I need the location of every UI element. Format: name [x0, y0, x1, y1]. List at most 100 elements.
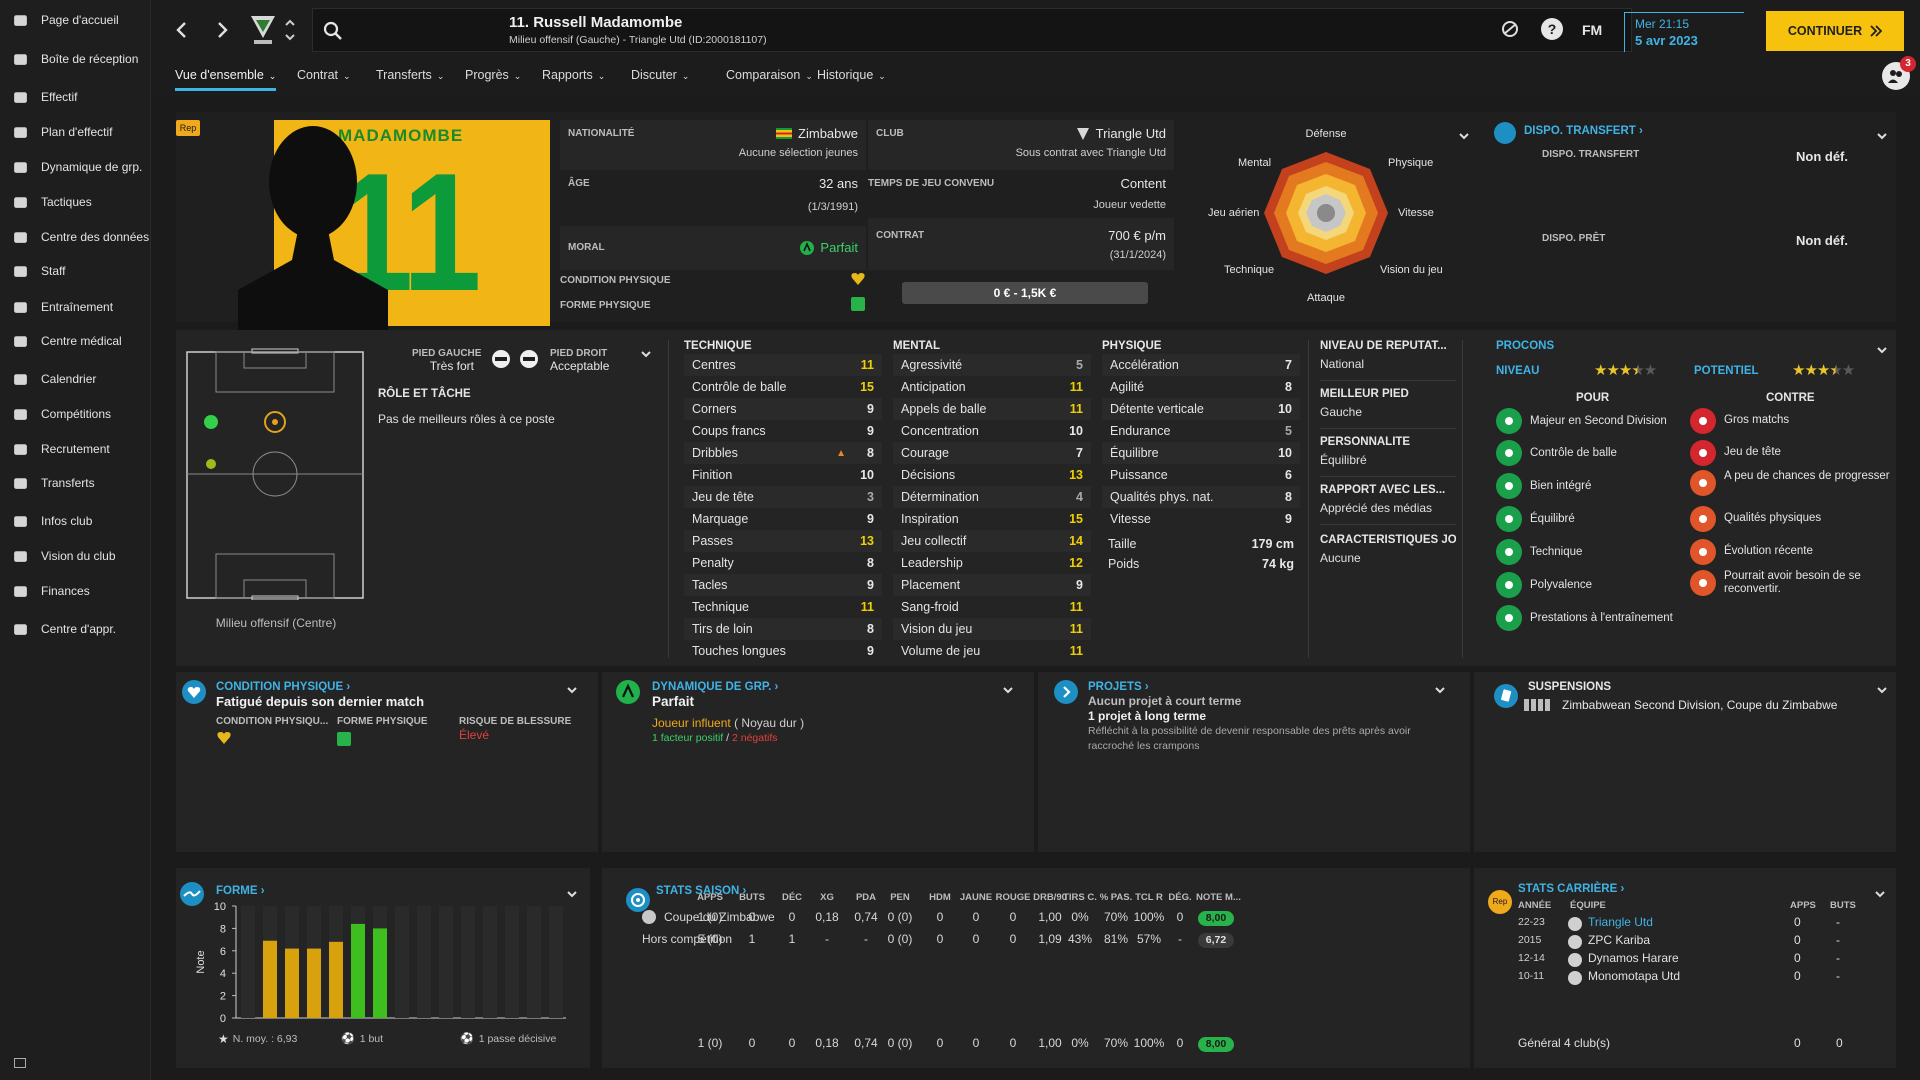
- tab-4[interactable]: Rapports ⌄: [542, 68, 605, 88]
- attribute-value: 9: [867, 644, 874, 658]
- pro-icon: [1496, 408, 1522, 434]
- sidebar-item-transfers[interactable]: Transferts: [0, 468, 151, 498]
- transfer-status-link[interactable]: DISPO. TRANSFERT ›: [1524, 125, 1643, 137]
- pros-label: POUR: [1576, 392, 1610, 404]
- help-icon[interactable]: ?: [1541, 18, 1563, 40]
- sidebar-item-tactics[interactable]: Tactiques: [0, 187, 151, 217]
- form-link[interactable]: FORME ›: [216, 885, 265, 897]
- career-team[interactable]: Triangle Utd: [1588, 915, 1653, 929]
- con-icon: [1690, 470, 1716, 496]
- chevron-down-icon[interactable]: [566, 888, 578, 900]
- career-apps: 0: [1794, 933, 1801, 947]
- info-label: MEILLEUR PIED: [1320, 388, 1409, 400]
- sidebar-item-staff[interactable]: Staff: [0, 256, 151, 286]
- fm-game-menu-button[interactable]: [1499, 18, 1521, 40]
- tab-7[interactable]: Historique ⌄: [817, 68, 886, 88]
- sidebar-item-club-info[interactable]: Infos club: [0, 506, 151, 536]
- chevron-down-icon[interactable]: [566, 684, 578, 696]
- tab-2[interactable]: Transferts ⌄: [376, 68, 444, 88]
- form-bar[interactable]: [329, 941, 343, 1018]
- sidebar-item-squad-plan[interactable]: Plan d'effectif: [0, 117, 151, 147]
- y-tick-label: 4: [220, 968, 226, 980]
- sidebar-item-label: Page d'accueil: [41, 13, 119, 27]
- chevron-down-icon[interactable]: [1434, 684, 1446, 696]
- attribute-value: 12: [1069, 556, 1083, 570]
- sidebar-item-home[interactable]: Page d'accueil: [0, 5, 151, 35]
- double-chevron-icon: [1870, 25, 1883, 37]
- attribute-row: Tirs de loin 8: [684, 618, 882, 640]
- form-bar[interactable]: [307, 948, 321, 1018]
- sidebar: Page d'accueil Boîte de réception Effectif…: [0, 0, 151, 1080]
- attribute-row: Corners 9: [684, 398, 882, 420]
- left-foot-value: Très fort: [429, 359, 474, 373]
- season-col-header: DÉC: [781, 892, 803, 903]
- radar-label: Jeu aérien: [1208, 207, 1260, 219]
- forward-button[interactable]: [214, 20, 230, 40]
- sidebar-item-dev-centre[interactable]: Centre d'appr.: [0, 614, 151, 644]
- sidebar-item-training[interactable]: Entraînement: [0, 292, 151, 322]
- career-stats-link[interactable]: STATS CARRIÈRE ›: [1518, 883, 1625, 895]
- sidebar-item-data[interactable]: Centre des données: [0, 222, 151, 252]
- season-cell: 1 (0): [697, 910, 723, 924]
- value-range-bar[interactable]: 0 € - 1,5K €: [902, 282, 1148, 304]
- chevron-down-icon[interactable]: [1876, 684, 1888, 696]
- dynamics-link[interactable]: DYNAMIQUE DE GRP. ›: [652, 681, 779, 693]
- season-total-cell: 0%: [1071, 1036, 1089, 1050]
- sidebar-item-trophy[interactable]: Compétitions: [0, 399, 151, 429]
- sidebar-item-medical[interactable]: Centre médical: [0, 326, 151, 356]
- pro-item: Technique: [1496, 539, 1686, 565]
- chevron-down-icon[interactable]: [640, 348, 652, 360]
- sidebar-item-dynamics[interactable]: Dynamique de grp.: [0, 152, 151, 182]
- sidebar-item-club-vision[interactable]: Vision du club: [0, 541, 151, 571]
- notifications-button[interactable]: 3: [1882, 56, 1916, 90]
- attribute-name: Courage: [901, 446, 949, 460]
- form-bar[interactable]: [285, 948, 299, 1018]
- date-text: 5 avr 2023: [1635, 33, 1698, 48]
- tab-3[interactable]: Progrès ⌄: [465, 68, 521, 88]
- pro-item: Contrôle de balle: [1496, 440, 1686, 466]
- rep-tag: Rep: [1488, 890, 1512, 914]
- football-icon: [626, 888, 650, 912]
- tab-1[interactable]: Contrat ⌄: [297, 68, 351, 88]
- career-team-header: ÉQUIPE: [1570, 900, 1606, 911]
- chevron-down-icon[interactable]: [1002, 684, 1014, 696]
- date-display[interactable]: Mer 21:15 5 avr 2023: [1624, 12, 1744, 52]
- chevron-down-icon[interactable]: [1876, 130, 1888, 142]
- back-button[interactable]: [174, 20, 190, 40]
- fm-menu-button[interactable]: FM: [1582, 22, 1603, 38]
- sidebar-item-squad[interactable]: Effectif: [0, 82, 151, 112]
- sidebar-item-scouting[interactable]: Recrutement: [0, 434, 151, 464]
- tab-6[interactable]: Comparaison ⌄: [726, 68, 813, 88]
- season-total-cell: 0: [972, 1036, 980, 1050]
- pro-item: Bien intégré: [1496, 473, 1686, 499]
- form-bar[interactable]: [351, 923, 365, 1018]
- sidebar-item-finances[interactable]: Finances: [0, 576, 151, 606]
- sidebar-item-calendar[interactable]: Calendrier: [0, 364, 151, 394]
- condition-link[interactable]: CONDITION PHYSIQUE ›: [216, 681, 351, 693]
- console-icon[interactable]: [14, 1058, 26, 1068]
- form-bar[interactable]: [263, 940, 277, 1018]
- career-goals: -: [1836, 933, 1840, 947]
- season-col-header: BUTS: [739, 892, 765, 903]
- attribute-value: 8: [1285, 490, 1292, 504]
- projects-link[interactable]: PROJETS ›: [1088, 681, 1149, 693]
- sidebar-item-inbox[interactable]: Boîte de réception: [0, 44, 151, 74]
- search-bar[interactable]: 11. Russell Madamombe Milieu offensif (G…: [312, 8, 1632, 52]
- tab-5[interactable]: Discuter ⌄: [631, 68, 689, 88]
- season-stats-link[interactable]: STATS SAISON ›: [656, 885, 747, 897]
- form-bar[interactable]: [373, 928, 387, 1018]
- form-panel: FORME › Note 0 2 4 6 8 10 ★ N. moy. : 6,93 ⚽ 1 b…: [176, 868, 590, 1068]
- tab-0[interactable]: Vue d'ensemble ⌄: [175, 68, 277, 91]
- arrow-right-circle-icon: [1054, 680, 1078, 704]
- right-foot-value: Acceptable: [550, 359, 610, 373]
- player-switch-arrows[interactable]: [284, 16, 296, 44]
- chevron-down-icon[interactable]: [1876, 344, 1888, 356]
- chevron-down-icon[interactable]: [1458, 130, 1470, 142]
- continue-button[interactable]: CONTINUER: [1766, 11, 1904, 51]
- sidebar-item-label: Infos club: [41, 514, 93, 528]
- attribute-row: Inspiration 15: [893, 508, 1091, 530]
- con-item: Évolution récente: [1690, 539, 1896, 565]
- chevron-down-icon[interactable]: [1874, 888, 1886, 900]
- page-subtitle: Milieu offensif (Gauche) - Triangle Utd …: [509, 34, 767, 46]
- avg-rating: ★ N. moy. : 6,93: [218, 1032, 297, 1046]
